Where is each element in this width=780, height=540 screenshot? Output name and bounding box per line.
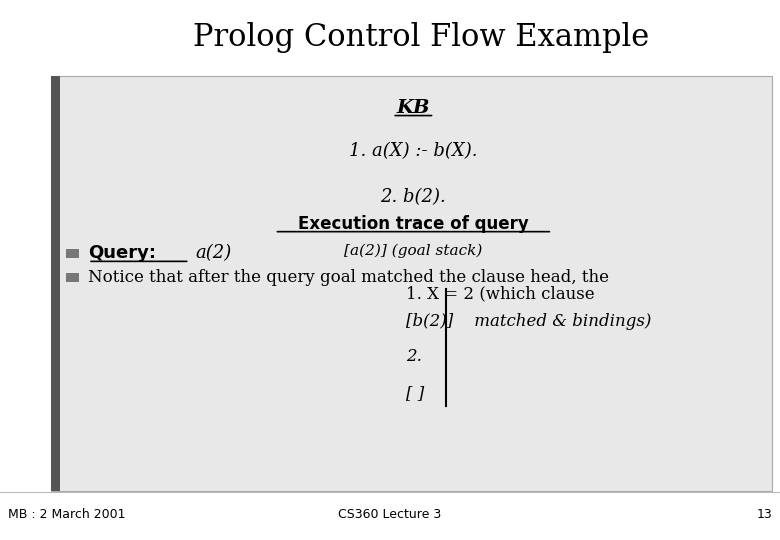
Text: Prolog Control Flow Example: Prolog Control Flow Example: [193, 22, 649, 53]
FancyBboxPatch shape: [51, 76, 772, 491]
Text: 1. a(X) :- b(X).: 1. a(X) :- b(X).: [349, 142, 477, 160]
Bar: [66, 273, 79, 282]
Text: 2. b(2).: 2. b(2).: [381, 188, 446, 206]
Text: CS360 Lecture 3: CS360 Lecture 3: [339, 508, 441, 521]
Text: a(2): a(2): [195, 244, 231, 262]
Bar: [66, 249, 79, 258]
Text: 2.: 2.: [406, 348, 421, 365]
Text: KB: KB: [397, 99, 430, 117]
Text: Notice that after the query goal matched the clause head, the: Notice that after the query goal matched…: [88, 268, 609, 286]
Text: 13: 13: [757, 508, 772, 521]
Text: Execution trace of query: Execution trace of query: [298, 215, 529, 233]
Text: MB : 2 March 2001: MB : 2 March 2001: [8, 508, 126, 521]
Text: [a(2)] (goal stack): [a(2)] (goal stack): [344, 244, 483, 258]
Text: [b(2)]    matched & bindings): [b(2)] matched & bindings): [406, 313, 651, 330]
Text: 1. X = 2 (which clause: 1. X = 2 (which clause: [406, 286, 594, 303]
FancyBboxPatch shape: [0, 0, 780, 76]
Text: [ ]: [ ]: [406, 384, 424, 402]
FancyBboxPatch shape: [51, 76, 60, 491]
Text: Query:: Query:: [88, 244, 156, 262]
